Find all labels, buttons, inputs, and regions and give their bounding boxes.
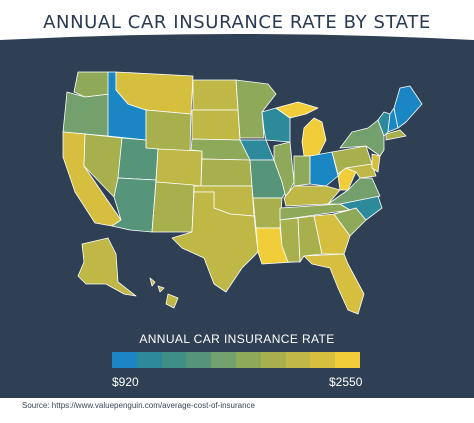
legend-max-label: $2550 (329, 375, 363, 389)
state-ohio (309, 151, 339, 187)
state-arizona (111, 177, 157, 233)
state-florida (303, 253, 365, 315)
legend-swatch (112, 352, 137, 368)
legend-color-scale (112, 352, 360, 368)
state-michigan-up (275, 101, 319, 119)
legend-swatch (235, 352, 261, 368)
legend-swatch (161, 352, 187, 368)
state-maine (393, 85, 423, 129)
state-michigan (301, 117, 327, 157)
map-svg (0, 34, 474, 398)
state-mississippi (279, 217, 301, 263)
state-wyoming (145, 109, 192, 153)
state-colorado (155, 148, 203, 187)
map-panel (0, 32, 474, 398)
legend-swatch (335, 352, 360, 368)
legend-swatch (136, 352, 162, 368)
legend-swatch (186, 352, 212, 368)
legend-swatch (260, 352, 286, 368)
legend-title: ANNUAL CAR INSURANCE RATE (139, 332, 335, 346)
state-north-carolina (333, 195, 383, 221)
state-north-dakota (192, 79, 239, 111)
legend-swatch (310, 352, 336, 368)
state-hawaii (149, 277, 179, 309)
state-new-jersey (371, 153, 381, 173)
state-indiana (293, 155, 311, 187)
state-oregon (62, 91, 111, 137)
legend-min-label: $920 (112, 375, 139, 389)
state-maryland (345, 163, 377, 179)
state-alabama (297, 215, 323, 263)
page-title: ANNUAL CAR INSURANCE RATE BY STATE (43, 12, 431, 33)
state-massachusetts (385, 129, 407, 141)
legend-swatch (211, 352, 236, 368)
legend-swatch (285, 352, 311, 368)
state-south-dakota (191, 109, 241, 141)
state-arkansas (252, 197, 283, 229)
state-alaska (77, 237, 137, 297)
state-kansas (200, 158, 253, 187)
state-washington (73, 71, 111, 98)
state-new-mexico (151, 181, 195, 233)
state-texas (171, 191, 259, 293)
source-citation: Source: https://www.valuepenguin.com/ave… (22, 401, 256, 410)
